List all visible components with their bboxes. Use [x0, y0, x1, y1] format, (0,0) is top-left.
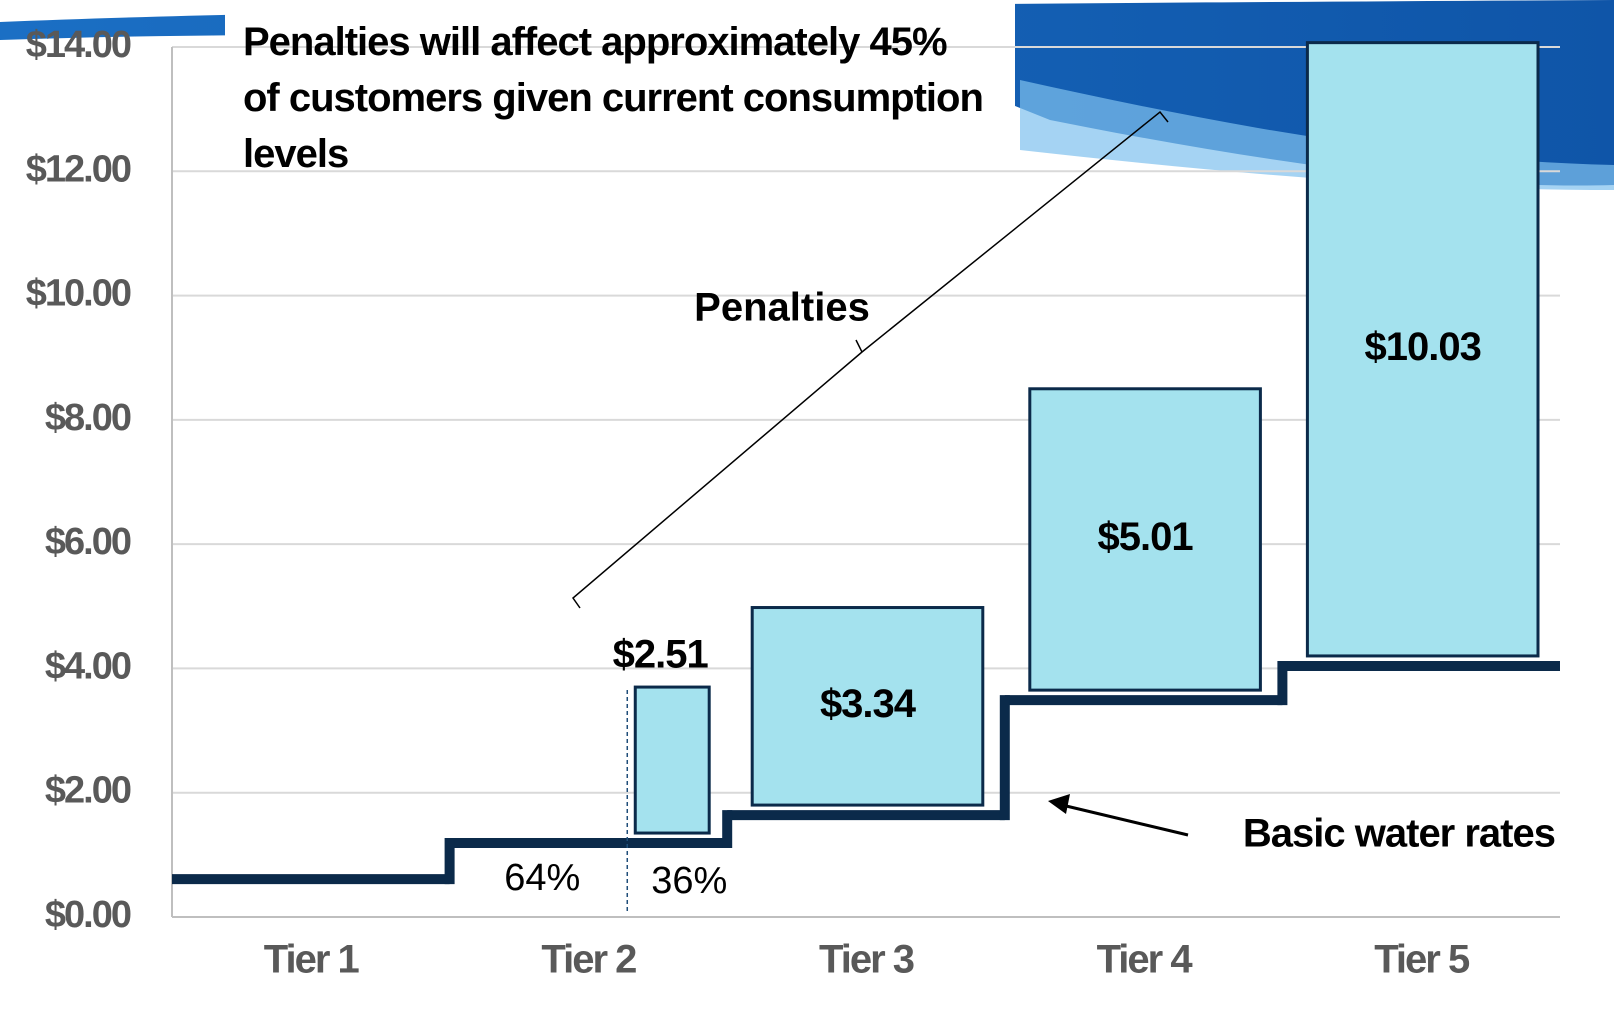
value-label: $5.01	[1098, 515, 1194, 559]
y-tick-label: $14.00	[26, 24, 131, 66]
x-tick-label: Tier 3	[819, 938, 914, 982]
split-label: 36%	[651, 860, 727, 902]
series-label: Penalties	[694, 286, 870, 330]
y-tick-label: $0.00	[45, 894, 131, 936]
x-tick-label: Tier 2	[541, 938, 636, 982]
penalty-box	[635, 687, 709, 833]
arrow	[1062, 805, 1188, 835]
x-tick-label: Tier 1	[264, 938, 360, 982]
y-tick-label: $8.00	[45, 397, 131, 439]
x-tick-label: Tier 4	[1097, 938, 1194, 982]
y-tick-label: $2.00	[45, 770, 131, 812]
value-label: $3.34	[820, 682, 917, 726]
value-label: $10.03	[1365, 325, 1481, 369]
arrowhead	[1048, 794, 1070, 814]
split-label: 64%	[504, 857, 580, 899]
chart-title: Penalties will affect approximately 45% …	[243, 14, 983, 182]
y-tick-label: $10.00	[26, 273, 131, 315]
series-label: Basic water rates	[1243, 812, 1555, 856]
x-tick-label: Tier 5	[1374, 938, 1470, 982]
y-tick-label: $6.00	[45, 521, 131, 563]
y-tick-label: $4.00	[45, 645, 131, 687]
value-label: $2.51	[613, 633, 709, 677]
y-tick-label: $12.00	[26, 148, 131, 190]
page: $0.00 $2.00 $4.00 $6.00 $8.00 $10.00 $12.00 $14…	[0, 0, 1614, 1011]
